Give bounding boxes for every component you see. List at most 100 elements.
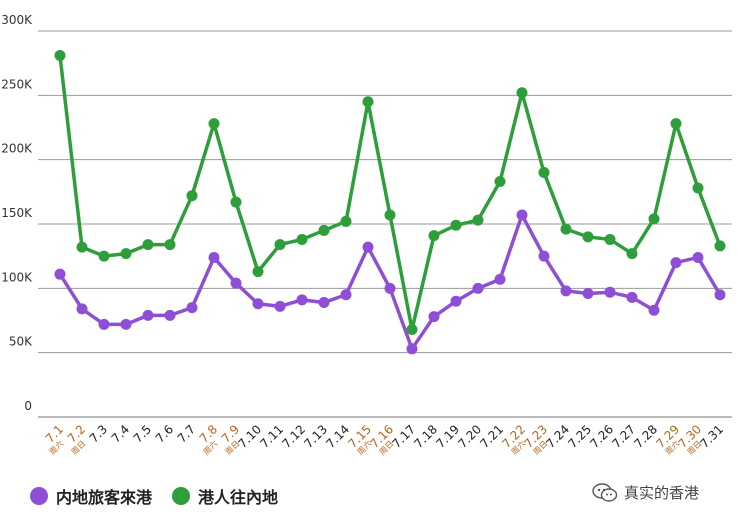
data-point <box>538 167 550 179</box>
legend-swatch-hk <box>172 487 191 505</box>
x-tick-label: 7.12 <box>279 422 308 451</box>
x-tick-label: 7.21 <box>477 422 506 451</box>
series-lines <box>58 55 722 351</box>
x-tick-label: 7.17 <box>389 422 418 451</box>
data-point <box>582 231 594 243</box>
data-point <box>648 213 660 225</box>
data-point <box>98 250 110 262</box>
x-tick-label: 7.3 <box>87 422 110 445</box>
y-tick-label: 200K <box>1 142 33 156</box>
data-point <box>164 239 176 251</box>
data-point <box>252 298 264 310</box>
data-point <box>428 230 440 242</box>
legend: 内地旅客來港 港人往內地 <box>30 484 298 508</box>
legend-item-mainland-visitors: 内地旅客來港 <box>30 484 152 508</box>
x-tick-label: 7.7 <box>175 422 198 445</box>
data-point <box>384 282 396 294</box>
data-point <box>274 239 286 251</box>
data-point <box>340 215 352 227</box>
data-point <box>230 196 242 208</box>
x-axis-ticks: 7.1周六7.2周日7.37.47.57.67.77.8周六7.9周日7.107… <box>43 422 726 457</box>
x-tick-label: 7.28 <box>631 422 660 451</box>
data-point <box>54 49 66 61</box>
data-point <box>692 251 704 263</box>
data-point <box>142 239 154 251</box>
legend-swatch-mainland <box>30 487 48 505</box>
y-tick-label: 300K <box>1 13 33 27</box>
x-tick-label: 7.25 <box>565 422 594 451</box>
data-point <box>670 118 682 130</box>
data-point <box>670 257 682 269</box>
data-point <box>252 266 264 278</box>
data-point <box>648 304 660 316</box>
data-point <box>208 251 220 263</box>
data-point <box>604 286 616 298</box>
data-point <box>406 324 418 336</box>
legend-label-hk: 港人往內地 <box>198 488 279 507</box>
legend-item-hk-residents: 港人往內地 <box>172 484 278 508</box>
data-point <box>208 118 220 130</box>
watermark-text: 真实的香港 <box>624 484 700 502</box>
x-tick-label: 7.10 <box>235 422 264 451</box>
data-point <box>318 296 330 308</box>
data-point <box>406 343 418 355</box>
y-tick-label: 0 <box>24 399 32 413</box>
grid-lines <box>38 30 732 418</box>
data-point <box>582 287 594 299</box>
data-point <box>538 250 550 262</box>
data-point <box>472 214 484 226</box>
data-point <box>142 309 154 321</box>
y-tick-label: 100K <box>1 270 33 284</box>
x-tick-label: 7.26 <box>587 422 616 451</box>
y-tick-label: 250K <box>1 77 33 91</box>
data-point <box>516 209 528 221</box>
x-tick-label: 7.1 <box>43 422 66 445</box>
x-tick-label: 7.2 <box>65 422 88 445</box>
series-points <box>54 49 726 355</box>
data-point <box>472 282 484 294</box>
data-point <box>384 209 396 221</box>
data-point <box>714 240 726 252</box>
data-point <box>340 289 352 301</box>
data-point <box>120 248 132 260</box>
data-point <box>296 294 308 306</box>
data-point <box>98 318 110 330</box>
x-tick-label: 7.5 <box>131 422 154 445</box>
data-point <box>714 289 726 301</box>
x-tick-label: 7.18 <box>411 422 440 451</box>
x-tick-label: 7.14 <box>323 422 352 451</box>
data-point <box>164 309 176 321</box>
data-point <box>54 268 66 280</box>
watermark: 真实的香港 <box>592 482 699 503</box>
data-point <box>494 176 506 188</box>
data-point <box>450 295 462 307</box>
data-point <box>186 302 198 314</box>
y-tick-label: 50K <box>9 335 33 349</box>
data-point <box>560 223 572 235</box>
data-point <box>76 303 88 315</box>
data-point <box>428 311 440 323</box>
data-point <box>560 285 572 297</box>
data-point <box>626 291 638 303</box>
y-tick-label: 150K <box>1 206 33 220</box>
x-tick-label: 7.27 <box>609 422 638 451</box>
data-point <box>692 182 704 194</box>
x-tick-label: 7.19 <box>433 422 462 451</box>
wechat-icon <box>592 482 618 502</box>
data-point <box>450 219 462 231</box>
data-point <box>318 224 330 236</box>
legend-label-mainland: 内地旅客來港 <box>56 488 153 507</box>
data-point <box>186 190 198 202</box>
x-tick-label: 7.6 <box>153 422 176 445</box>
data-point <box>626 248 638 260</box>
x-tick-label: 7.8 <box>197 422 220 445</box>
data-point <box>494 273 506 285</box>
data-point <box>604 233 616 245</box>
data-point <box>120 318 132 330</box>
data-point <box>274 300 286 312</box>
data-point <box>296 233 308 245</box>
series-line-0 <box>58 213 722 351</box>
x-tick-label: 7.13 <box>301 422 330 451</box>
x-tick-label: 7.11 <box>257 422 286 451</box>
